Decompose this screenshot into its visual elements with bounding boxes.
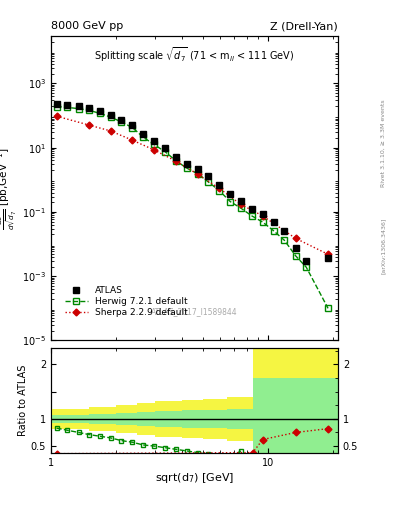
Herwig 7.2.1 default <box>141 134 146 140</box>
Herwig 7.2.1 default <box>97 110 102 116</box>
ATLAS <box>195 166 200 172</box>
ATLAS <box>141 131 146 137</box>
Herwig 7.2.1 default <box>87 108 92 114</box>
ATLAS <box>97 108 102 114</box>
Herwig 7.2.1 default <box>282 237 287 243</box>
ATLAS <box>65 102 70 108</box>
ATLAS <box>217 182 222 188</box>
ATLAS <box>163 145 167 152</box>
ATLAS <box>250 206 254 212</box>
Herwig 7.2.1 default <box>304 264 309 270</box>
Herwig 7.2.1 default <box>228 199 233 205</box>
Sherpa 2.2.9 default <box>217 185 222 191</box>
Sherpa 2.2.9 default <box>293 236 298 242</box>
Text: [arXiv:1306.3436]: [arXiv:1306.3436] <box>381 218 386 274</box>
Text: ATLAS_2017_I1589844: ATLAS_2017_I1589844 <box>151 307 238 316</box>
Y-axis label: Ratio to ATLAS: Ratio to ATLAS <box>18 365 28 436</box>
Sherpa 2.2.9 default <box>195 171 200 177</box>
Sherpa 2.2.9 default <box>174 158 178 164</box>
Herwig 7.2.1 default <box>326 305 331 311</box>
Sherpa 2.2.9 default <box>261 213 265 219</box>
Herwig 7.2.1 default <box>119 119 124 125</box>
ATLAS <box>130 122 135 128</box>
Herwig 7.2.1 default <box>293 253 298 259</box>
Herwig 7.2.1 default <box>54 103 59 110</box>
Text: Z (Drell-Yan): Z (Drell-Yan) <box>270 22 338 31</box>
Herwig 7.2.1 default <box>217 187 222 194</box>
Sherpa 2.2.9 default <box>326 251 331 258</box>
X-axis label: sqrt(d$_7$) [GeV]: sqrt(d$_7$) [GeV] <box>155 471 234 485</box>
Line: ATLAS: ATLAS <box>53 101 331 264</box>
Herwig 7.2.1 default <box>271 228 276 234</box>
ATLAS <box>304 258 309 264</box>
ATLAS <box>174 154 178 160</box>
Line: Sherpa 2.2.9 default: Sherpa 2.2.9 default <box>54 114 331 257</box>
ATLAS <box>87 105 92 111</box>
Text: Rivet 3.1.10, ≥ 3.3M events: Rivet 3.1.10, ≥ 3.3M events <box>381 99 386 187</box>
ATLAS <box>228 190 233 197</box>
ATLAS <box>239 198 243 204</box>
Herwig 7.2.1 default <box>108 114 113 120</box>
Sherpa 2.2.9 default <box>108 128 113 134</box>
ATLAS <box>76 103 81 109</box>
Herwig 7.2.1 default <box>250 213 254 219</box>
Line: Herwig 7.2.1 default: Herwig 7.2.1 default <box>53 103 331 311</box>
ATLAS <box>326 254 331 261</box>
Herwig 7.2.1 default <box>239 205 243 211</box>
Sherpa 2.2.9 default <box>87 122 92 128</box>
ATLAS <box>184 160 189 166</box>
ATLAS <box>293 245 298 251</box>
Herwig 7.2.1 default <box>130 124 135 131</box>
Sherpa 2.2.9 default <box>130 137 135 143</box>
ATLAS <box>206 173 211 179</box>
Y-axis label: $\frac{d\sigma}{d\sqrt{d_{7}}}$ [pb,GeV$^{-1}$]: $\frac{d\sigma}{d\sqrt{d_{7}}}$ [pb,GeV$… <box>0 147 20 229</box>
Herwig 7.2.1 default <box>163 148 167 155</box>
ATLAS <box>271 219 276 225</box>
ATLAS <box>119 117 124 123</box>
Sherpa 2.2.9 default <box>239 201 243 207</box>
ATLAS <box>152 138 156 144</box>
Herwig 7.2.1 default <box>65 104 70 111</box>
Herwig 7.2.1 default <box>184 165 189 171</box>
Herwig 7.2.1 default <box>174 158 178 164</box>
ATLAS <box>108 112 113 118</box>
ATLAS <box>54 101 59 107</box>
Sherpa 2.2.9 default <box>152 147 156 153</box>
Herwig 7.2.1 default <box>76 105 81 112</box>
ATLAS <box>261 211 265 217</box>
Herwig 7.2.1 default <box>261 219 265 225</box>
Legend: ATLAS, Herwig 7.2.1 default, Sherpa 2.2.9 default: ATLAS, Herwig 7.2.1 default, Sherpa 2.2.… <box>61 283 191 321</box>
ATLAS <box>282 228 287 234</box>
Sherpa 2.2.9 default <box>54 113 59 119</box>
Herwig 7.2.1 default <box>152 141 156 147</box>
Text: Splitting scale $\sqrt{d_7}$ (71 < m$_{ll}$ < 111 GeV): Splitting scale $\sqrt{d_7}$ (71 < m$_{l… <box>94 45 295 64</box>
Herwig 7.2.1 default <box>206 179 211 185</box>
Text: 8000 GeV pp: 8000 GeV pp <box>51 22 123 31</box>
Herwig 7.2.1 default <box>195 170 200 177</box>
